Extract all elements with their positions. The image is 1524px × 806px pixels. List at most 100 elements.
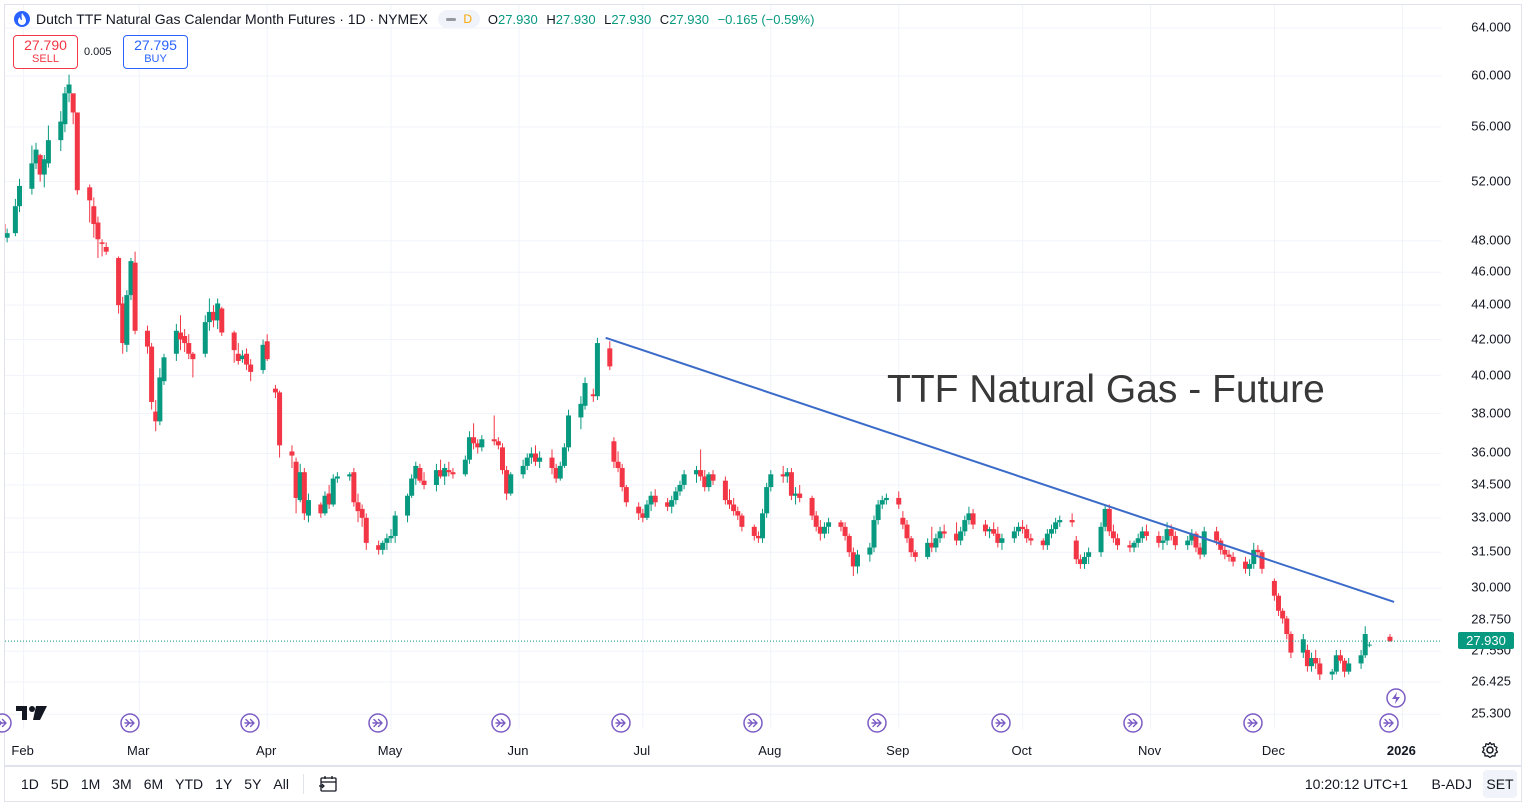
candle-body <box>636 506 642 514</box>
candle <box>619 463 625 492</box>
x-tick-label: Jul <box>633 743 651 758</box>
candle-body <box>995 533 1001 543</box>
set-toggle[interactable]: SET <box>1483 770 1517 798</box>
sell-button[interactable]: 27.790 SELL <box>13 35 78 69</box>
range-ytd-button[interactable]: YTD <box>175 776 204 792</box>
range-6m-button[interactable]: 6M <box>143 776 164 792</box>
range-1y-button[interactable]: 1Y <box>215 776 233 792</box>
candle <box>578 396 584 430</box>
range-5d-button[interactable]: 5D <box>50 776 69 792</box>
range-3m-button[interactable]: 3M <box>112 776 132 792</box>
tradingview-logo[interactable] <box>16 705 48 721</box>
event-arrow-icon[interactable] <box>1123 713 1143 733</box>
candle-body <box>768 474 774 488</box>
lightning-icon[interactable] <box>1386 688 1406 708</box>
candle <box>1329 668 1335 680</box>
candle-body <box>1077 559 1083 565</box>
candle <box>1040 538 1046 550</box>
candle <box>520 459 526 479</box>
candle-body <box>817 526 823 534</box>
candle <box>784 468 790 483</box>
candle-body <box>702 476 708 488</box>
y-tick-label: 36.000 <box>1471 444 1511 460</box>
candle <box>871 515 877 553</box>
calendar-icon[interactable] <box>318 775 338 793</box>
candle <box>37 153 43 182</box>
chart-annotation-text[interactable]: TTF Natural Gas - Future <box>887 368 1325 411</box>
candle <box>995 526 1001 548</box>
range-all-button[interactable]: All <box>273 776 289 792</box>
event-arrow-icon[interactable] <box>239 713 260 733</box>
settings-icon[interactable] <box>1481 741 1499 759</box>
candle <box>95 216 101 258</box>
candle-body <box>879 500 885 505</box>
badj-toggle[interactable]: B-ADJ <box>1431 776 1472 792</box>
event-arrow-icon[interactable] <box>0 713 12 733</box>
candle-body <box>1288 634 1294 653</box>
candle-body <box>528 453 534 458</box>
candle-body <box>1028 538 1034 541</box>
candle <box>1189 529 1195 546</box>
event-arrow-icon[interactable] <box>1379 713 1399 733</box>
candle-body <box>1230 556 1236 562</box>
candle-body <box>231 332 237 351</box>
candle <box>755 531 761 543</box>
event-arrow-icon[interactable] <box>743 713 764 733</box>
candle-body <box>1304 649 1310 667</box>
candle <box>561 443 567 469</box>
x-tick-label: Nov <box>1137 743 1162 758</box>
candle-body <box>305 500 311 516</box>
candle <box>838 520 844 532</box>
candle-body <box>421 480 427 485</box>
candle <box>351 468 357 507</box>
candle-body <box>182 336 188 344</box>
market-status-pill[interactable]: D <box>437 10 480 28</box>
trendline-group[interactable] <box>605 336 1395 603</box>
buy-button[interactable]: 27.795 BUY <box>123 35 188 69</box>
candle-body <box>537 457 543 462</box>
event-arrow-icon[interactable] <box>367 713 388 733</box>
candle <box>727 489 733 509</box>
candle <box>1387 634 1393 642</box>
candle <box>623 484 629 507</box>
candle <box>206 298 212 331</box>
event-arrow-icon[interactable] <box>611 713 631 733</box>
clock-timezone[interactable]: 10:20:12 UTC+1 <box>1304 776 1408 792</box>
candle <box>70 93 76 125</box>
candle-body <box>1073 540 1079 560</box>
candle-body <box>722 480 728 501</box>
candle-body <box>297 472 303 501</box>
event-arrow-icon[interactable] <box>1243 713 1263 733</box>
candle <box>1201 526 1207 557</box>
candle <box>1333 649 1339 675</box>
candle-body <box>1243 561 1248 569</box>
symbol-legend: Dutch TTF Natural Gas Calendar Month Fut… <box>14 9 819 29</box>
candle <box>821 522 827 539</box>
chart-frame[interactable] <box>4 4 1522 766</box>
candle <box>149 343 155 410</box>
range-5y-button[interactable]: 5Y <box>244 776 262 792</box>
candle-body <box>124 295 130 345</box>
candle-body <box>698 470 704 477</box>
event-arrow-icon[interactable] <box>120 713 140 733</box>
candle <box>1102 504 1108 532</box>
event-arrow-icon[interactable] <box>491 713 512 733</box>
range-1m-button[interactable]: 1M <box>80 776 101 792</box>
candle <box>900 511 906 530</box>
price-chart[interactable] <box>5 5 1523 767</box>
candle <box>788 468 794 501</box>
candle-body <box>74 112 80 191</box>
candle <box>607 341 613 371</box>
range-1d-button[interactable]: 1D <box>21 776 39 792</box>
candle-body <box>553 468 559 479</box>
symbol-title[interactable]: Dutch TTF Natural Gas Calendar Month Fut… <box>36 11 428 27</box>
event-arrow-icon[interactable] <box>991 713 1011 733</box>
candle-body <box>797 493 803 498</box>
candle <box>813 511 819 532</box>
candle-body <box>37 155 43 175</box>
trendline[interactable] <box>605 336 1395 603</box>
candle-body <box>1168 529 1174 536</box>
candle-body <box>652 495 658 503</box>
event-arrow-icon[interactable] <box>867 713 887 733</box>
candle-body <box>615 461 621 469</box>
